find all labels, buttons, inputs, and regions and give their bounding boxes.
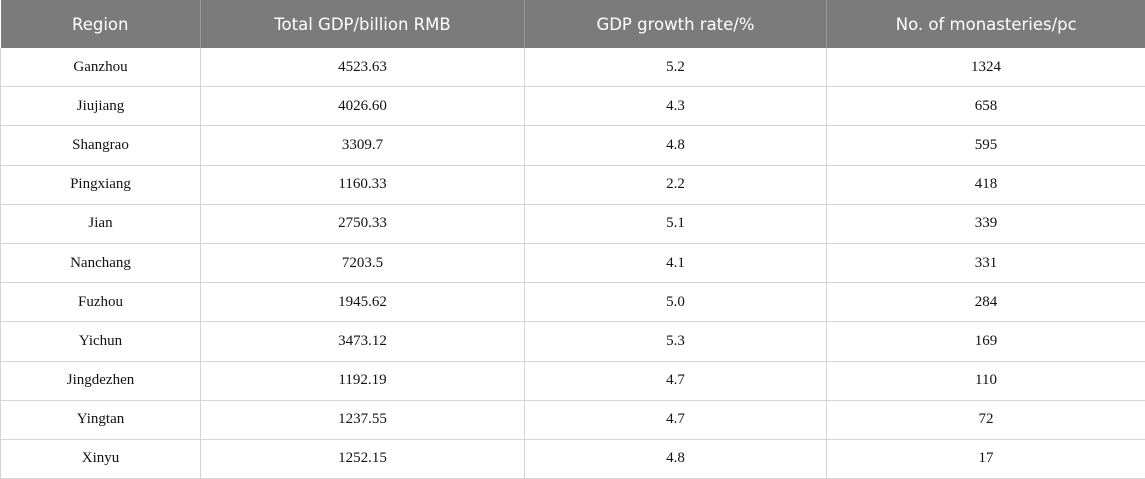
cell-region: Shangrao bbox=[1, 126, 201, 165]
cell-region: Yichun bbox=[1, 322, 201, 361]
cell-total-gdp: 1237.55 bbox=[201, 400, 525, 439]
table-body: Ganzhou 4523.63 5.2 1324 Jiujiang 4026.6… bbox=[1, 48, 1145, 479]
cell-total-gdp: 3473.12 bbox=[201, 322, 525, 361]
table-row: Pingxiang 1160.33 2.2 418 bbox=[1, 165, 1145, 204]
cell-region: Ganzhou bbox=[1, 48, 201, 87]
cell-gdp-growth-rate: 2.2 bbox=[525, 165, 827, 204]
cell-region: Jingdezhen bbox=[1, 361, 201, 400]
header-region: Region bbox=[1, 0, 201, 48]
table-row: Yingtan 1237.55 4.7 72 bbox=[1, 400, 1145, 439]
cell-monasteries: 658 bbox=[827, 87, 1145, 126]
table-row: Jian 2750.33 5.1 339 bbox=[1, 204, 1145, 243]
header-row: Region Total GDP/billion RMB GDP growth … bbox=[1, 0, 1145, 48]
cell-region: Jian bbox=[1, 204, 201, 243]
cell-gdp-growth-rate: 4.8 bbox=[525, 439, 827, 478]
cell-gdp-growth-rate: 4.8 bbox=[525, 126, 827, 165]
cell-total-gdp: 3309.7 bbox=[201, 126, 525, 165]
cell-total-gdp: 1192.19 bbox=[201, 361, 525, 400]
cell-monasteries: 595 bbox=[827, 126, 1145, 165]
cell-monasteries: 169 bbox=[827, 322, 1145, 361]
cell-gdp-growth-rate: 4.7 bbox=[525, 400, 827, 439]
cell-region: Yingtan bbox=[1, 400, 201, 439]
cell-total-gdp: 4523.63 bbox=[201, 48, 525, 87]
table-row: Fuzhou 1945.62 5.0 284 bbox=[1, 283, 1145, 322]
cell-monasteries: 284 bbox=[827, 283, 1145, 322]
header-gdp-growth-rate: GDP growth rate/% bbox=[525, 0, 827, 48]
table-row: Xinyu 1252.15 4.8 17 bbox=[1, 439, 1145, 478]
cell-region: Pingxiang bbox=[1, 165, 201, 204]
cell-total-gdp: 4026.60 bbox=[201, 87, 525, 126]
table-row: Yichun 3473.12 5.3 169 bbox=[1, 322, 1145, 361]
cell-total-gdp: 7203.5 bbox=[201, 243, 525, 282]
table-row: Nanchang 7203.5 4.1 331 bbox=[1, 243, 1145, 282]
cell-monasteries: 17 bbox=[827, 439, 1145, 478]
header-total-gdp: Total GDP/billion RMB bbox=[201, 0, 525, 48]
cell-monasteries: 418 bbox=[827, 165, 1145, 204]
cell-monasteries: 339 bbox=[827, 204, 1145, 243]
cell-gdp-growth-rate: 5.3 bbox=[525, 322, 827, 361]
cell-gdp-growth-rate: 4.3 bbox=[525, 87, 827, 126]
table-row: Shangrao 3309.7 4.8 595 bbox=[1, 126, 1145, 165]
cell-monasteries: 72 bbox=[827, 400, 1145, 439]
table-row: Ganzhou 4523.63 5.2 1324 bbox=[1, 48, 1145, 87]
cell-monasteries: 110 bbox=[827, 361, 1145, 400]
cell-region: Nanchang bbox=[1, 243, 201, 282]
cell-total-gdp: 2750.33 bbox=[201, 204, 525, 243]
cell-monasteries: 331 bbox=[827, 243, 1145, 282]
table-row: Jiujiang 4026.60 4.3 658 bbox=[1, 87, 1145, 126]
cell-region: Fuzhou bbox=[1, 283, 201, 322]
cell-total-gdp: 1160.33 bbox=[201, 165, 525, 204]
cell-total-gdp: 1945.62 bbox=[201, 283, 525, 322]
cell-gdp-growth-rate: 5.2 bbox=[525, 48, 827, 87]
cell-gdp-growth-rate: 4.1 bbox=[525, 243, 827, 282]
cell-gdp-growth-rate: 5.0 bbox=[525, 283, 827, 322]
table-header: Region Total GDP/billion RMB GDP growth … bbox=[1, 0, 1145, 48]
header-monasteries: No. of monasteries/pc bbox=[827, 0, 1145, 48]
cell-region: Jiujiang bbox=[1, 87, 201, 126]
cell-region: Xinyu bbox=[1, 439, 201, 478]
table-row: Jingdezhen 1192.19 4.7 110 bbox=[1, 361, 1145, 400]
cell-total-gdp: 1252.15 bbox=[201, 439, 525, 478]
cell-gdp-growth-rate: 5.1 bbox=[525, 204, 827, 243]
cell-monasteries: 1324 bbox=[827, 48, 1145, 87]
cell-gdp-growth-rate: 4.7 bbox=[525, 361, 827, 400]
